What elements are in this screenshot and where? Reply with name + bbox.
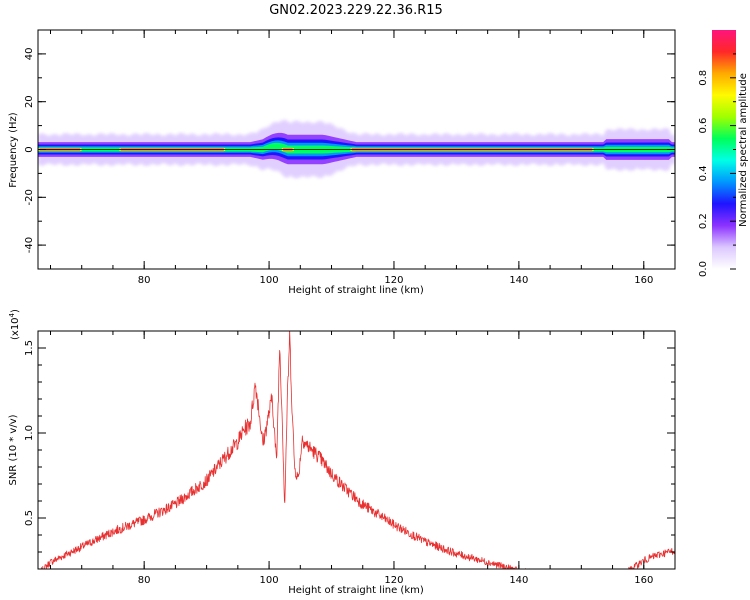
spectrogram-ytick-label: -20	[24, 189, 35, 205]
spectrogram-ytick-label: -40	[24, 237, 35, 253]
spectrogram-xtick-label: 80	[138, 275, 151, 286]
snr-xtick-label: 100	[260, 575, 279, 586]
colorbar-tick-label: 0.8	[698, 70, 709, 86]
snr-xtick-label: 120	[384, 575, 403, 586]
snr-xtick-label: 80	[138, 575, 151, 586]
colorbar-tick-label: 0.6	[698, 118, 709, 134]
colorbar-label: Normalized spectral amplitude	[738, 73, 749, 227]
snr-ytick-label: 1.0	[24, 425, 35, 441]
snr-xtick-label: 140	[509, 575, 528, 586]
snr-axis-ticks: 80 100 120 140 160 0.5 1.0 1.5	[24, 330, 676, 586]
frequency-band	[38, 119, 675, 179]
snr-xtick-label: 160	[634, 575, 653, 586]
colorbar: 0.0 0.2 0.4 0.6 0.8 Normalized spectral ampl…	[698, 30, 749, 277]
spectrogram-xtick-label: 100	[260, 275, 279, 286]
spectrogram-xtick-label: 120	[384, 275, 403, 286]
colorbar-tick-label: 0.4	[698, 165, 709, 181]
snr-xlabel: Height of straight line (km)	[288, 585, 424, 596]
colorbar-gradient	[712, 30, 736, 269]
spectrogram-panel: 80 100 120 140 160 -40 -20 0 20 40 Height of stra…	[8, 29, 676, 296]
snr-ytick-label: 0.5	[24, 510, 35, 526]
snr-ytick-label: 1.5	[24, 340, 35, 356]
snr-ylabel: SNR (10 * v/v)	[8, 414, 19, 485]
spectrogram-ylabel: Frequency (Hz)	[8, 112, 19, 188]
snr-series-line	[40, 331, 675, 569]
spectrogram-axis-ticks: 80 100 120 140 160 -40 -20 0 20 40	[24, 29, 676, 286]
colorbar-ticks: 0.0 0.2 0.4 0.6 0.8	[698, 53, 736, 277]
snr-panel: 80 100 120 140 160 0.5 1.0 1.5 Height of straig…	[8, 309, 676, 596]
spectrogram-ytick-label: 20	[24, 95, 35, 108]
spectrogram-xtick-label: 160	[634, 275, 653, 286]
spectrogram-ytick-label: 40	[24, 48, 35, 61]
spectrogram-xtick-label: 140	[509, 275, 528, 286]
colorbar-tick-label: 0.0	[698, 261, 709, 277]
spectrogram-ytick-label: 0	[24, 146, 35, 152]
snr-multiplier: (x104)	[8, 309, 21, 340]
colorbar-tick-label: 0.2	[698, 213, 709, 229]
chart-title: GN02.2023.229.22.36.R15	[269, 3, 443, 18]
spectrogram-xlabel: Height of straight line (km)	[288, 285, 424, 296]
snr-frame	[37, 330, 676, 570]
